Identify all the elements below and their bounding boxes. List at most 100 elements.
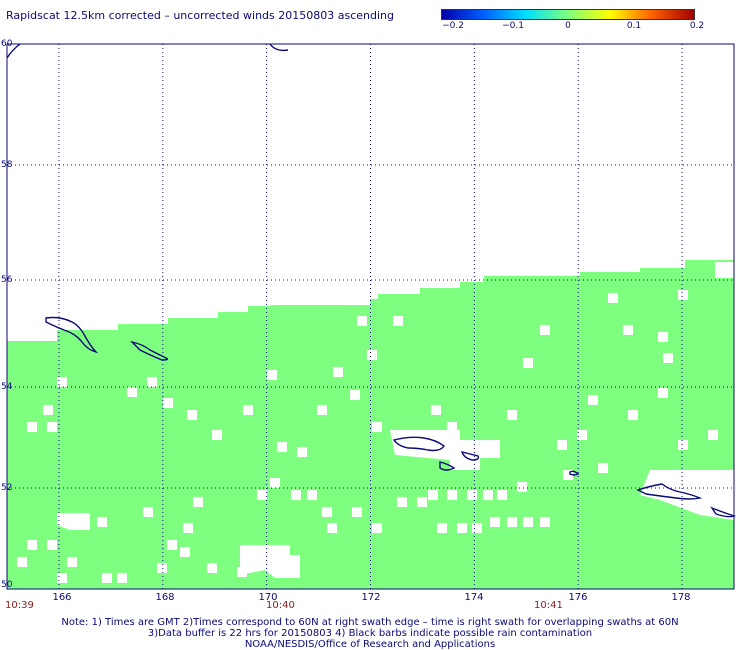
missing-cell: [193, 497, 203, 507]
missing-cell: [507, 517, 517, 527]
missing-cell: [147, 377, 157, 387]
coastline: [129, 340, 169, 361]
colorbar-tick-label: 0.2: [689, 21, 705, 31]
missing-cell: [393, 316, 403, 326]
missing-cell: [658, 388, 668, 398]
missing-cell: [117, 573, 127, 583]
missing-cell: [623, 325, 633, 335]
missing-cell: [67, 557, 77, 567]
missing-cell: [540, 325, 550, 335]
coastline: [45, 316, 99, 354]
time-label: 10:39: [5, 600, 34, 611]
coastline: [392, 436, 445, 452]
lat-label-50: 50: [1, 580, 13, 590]
coastline: [6, 43, 21, 59]
missing-cell: [267, 370, 277, 380]
coastline: [269, 43, 289, 52]
missing-cell: [367, 350, 377, 360]
colorbar-tick-label: −0.2: [442, 21, 464, 31]
note-line-3: NOAA/NESDIS/Office of Research and Appli…: [244, 639, 496, 650]
missing-cell: [27, 422, 37, 432]
note-line-1: Note: 1) Times are GMT 2)Times correspon…: [61, 617, 679, 628]
missing-cell: [317, 405, 327, 415]
missing-cell: [327, 523, 337, 533]
missing-cell: [431, 405, 441, 415]
lat-label-52: 52: [1, 483, 13, 493]
missing-cell: [183, 523, 193, 533]
missing-region: [640, 470, 734, 520]
missing-cell: [372, 422, 382, 432]
missing-cell: [563, 470, 573, 480]
missing-region: [715, 262, 734, 278]
missing-cell: [102, 573, 112, 583]
missing-region: [240, 545, 300, 578]
missing-cell: [490, 517, 500, 527]
missing-cell: [483, 490, 493, 500]
missing-cell: [658, 332, 668, 342]
color-scale-bar: [441, 9, 695, 20]
missing-cell: [557, 440, 567, 450]
missing-cell: [598, 463, 608, 473]
time-label: 10:41: [534, 600, 563, 611]
missing-cell: [357, 316, 367, 326]
map-frame: [6, 43, 735, 590]
missing-cell: [663, 353, 673, 363]
missing-cell: [523, 517, 533, 527]
missing-cell: [428, 490, 438, 500]
missing-cell: [507, 410, 517, 420]
missing-cell: [350, 390, 360, 400]
missing-cell: [540, 517, 550, 527]
colorbar-tick-label: 0.1: [626, 21, 642, 31]
coastline: [460, 451, 480, 461]
missing-cell: [577, 430, 587, 440]
missing-cell: [127, 387, 137, 397]
colorbar-tick-label: −0.1: [502, 21, 524, 31]
missing-cell: [97, 517, 107, 527]
missing-cell: [372, 523, 382, 533]
note-line-2: 3)Data buffer is 22 hrs for 20150803 4) …: [147, 628, 593, 639]
missing-cell: [207, 563, 217, 573]
missing-data-cells: [17, 262, 734, 583]
missing-cell: [57, 573, 67, 583]
lon-label-174: 174: [464, 592, 484, 603]
missing-cell: [47, 540, 57, 550]
missing-cell: [678, 440, 688, 450]
missing-cell: [243, 405, 253, 415]
lat-label-60: 60: [1, 39, 13, 49]
missing-cell: [47, 422, 57, 432]
missing-cell: [157, 563, 167, 573]
missing-cell: [143, 507, 153, 517]
missing-cell: [257, 490, 267, 500]
missing-cell: [307, 490, 317, 500]
lat-label-54: 54: [1, 382, 13, 392]
missing-cell: [447, 422, 457, 432]
coastline: [569, 470, 580, 476]
missing-cell: [187, 410, 197, 420]
missing-cell: [43, 405, 53, 415]
chart-title: Rapidscat 12.5km corrected – uncorrected…: [6, 9, 395, 22]
missing-cell: [588, 395, 598, 405]
missing-cell: [333, 367, 343, 377]
missing-cell: [457, 523, 467, 533]
missing-cell: [628, 410, 638, 420]
lat-label-58: 58: [1, 160, 13, 170]
missing-region: [57, 513, 90, 530]
missing-cell: [322, 507, 332, 517]
missing-cell: [678, 290, 688, 300]
missing-cell: [608, 293, 618, 303]
missing-cell: [447, 490, 457, 500]
missing-cell: [291, 490, 301, 500]
missing-cell: [708, 430, 718, 440]
missing-cell: [277, 442, 287, 452]
coastline: [439, 461, 456, 471]
missing-cell: [472, 523, 482, 533]
missing-cell: [57, 377, 67, 387]
missing-cell: [27, 540, 37, 550]
lon-label-176: 176: [568, 592, 588, 603]
missing-cell: [212, 430, 222, 440]
missing-cell: [517, 482, 527, 492]
missing-cell: [167, 540, 177, 550]
lon-label-172: 172: [361, 592, 381, 603]
lon-label-170: 170: [258, 592, 278, 603]
